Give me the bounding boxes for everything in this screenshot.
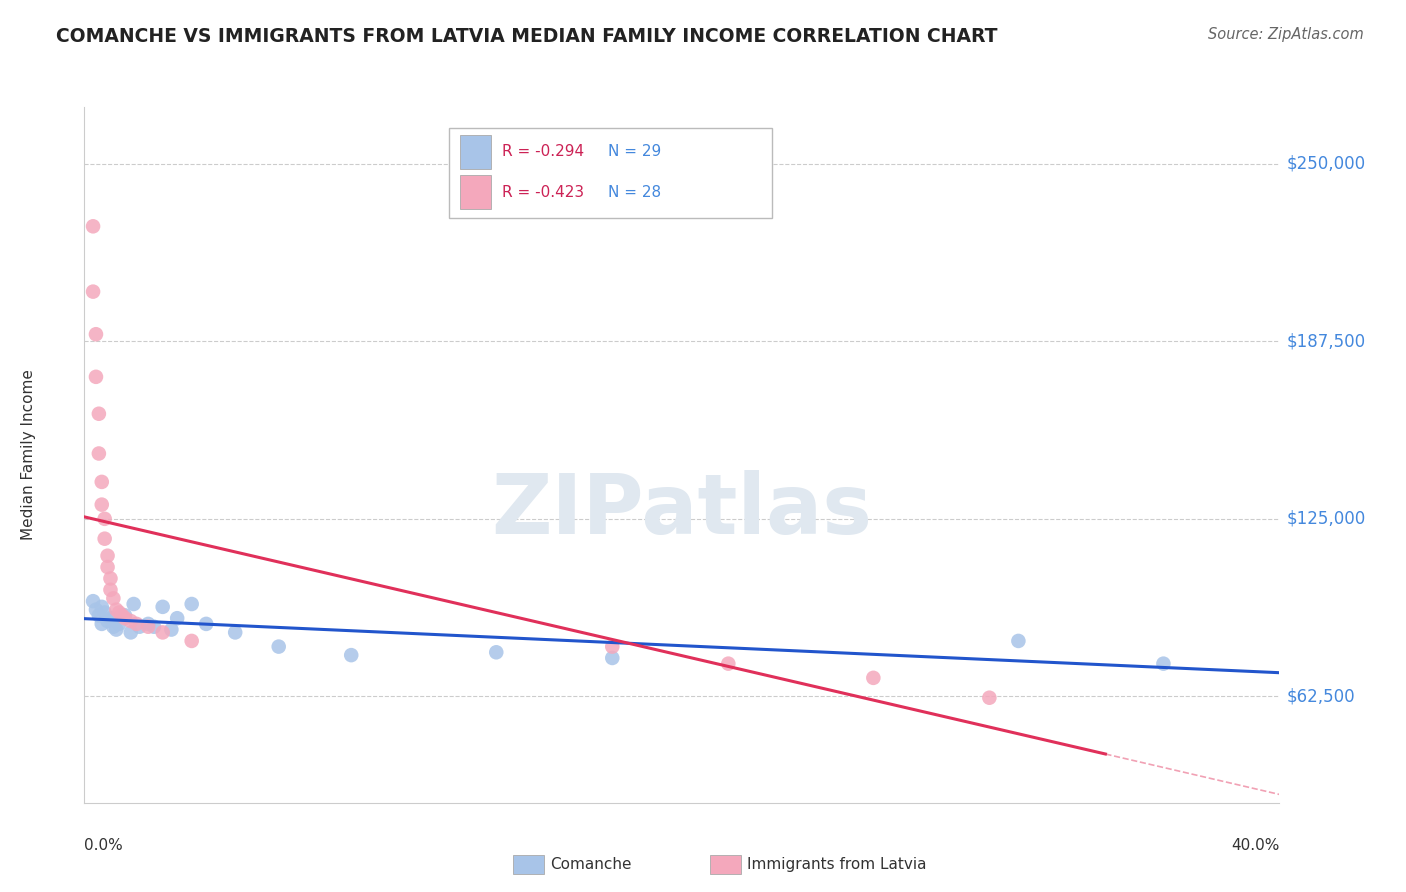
Point [90, 498, 112, 512]
Point [82, 219, 104, 234]
Text: 0.0%: 0.0% [84, 838, 124, 854]
Point [114, 611, 136, 625]
Point [100, 582, 122, 597]
Point [340, 648, 363, 662]
Point [90, 599, 112, 614]
Point [105, 623, 128, 637]
Point [114, 608, 136, 623]
Text: $187,500: $187,500 [1286, 333, 1365, 351]
Point [224, 625, 246, 640]
Point [108, 606, 131, 620]
Point [143, 620, 166, 634]
Text: Median Family Income: Median Family Income [21, 369, 35, 541]
Point [136, 616, 159, 631]
Point [600, 640, 623, 654]
Text: R = -0.423: R = -0.423 [502, 185, 585, 200]
Text: ZIPatlas: ZIPatlas [492, 470, 872, 551]
Text: Immigrants from Latvia: Immigrants from Latvia [747, 857, 927, 871]
Text: Comanche: Comanche [550, 857, 631, 871]
Point [166, 611, 188, 625]
Point [195, 616, 218, 631]
Point [979, 690, 1001, 705]
Point [82, 594, 104, 608]
Point [180, 597, 202, 611]
Point [125, 616, 148, 631]
Point [103, 620, 125, 634]
Text: $125,000: $125,000 [1286, 510, 1365, 528]
Text: N = 29: N = 29 [607, 145, 661, 159]
Point [122, 597, 145, 611]
Point [90, 616, 112, 631]
Point [600, 651, 623, 665]
Point [97, 560, 120, 574]
Point [84, 327, 107, 342]
Text: 40.0%: 40.0% [1232, 838, 1279, 854]
Point [87, 608, 110, 623]
Point [267, 640, 290, 654]
Point [136, 620, 159, 634]
Point [97, 614, 120, 628]
Text: N = 28: N = 28 [607, 185, 661, 200]
Point [93, 512, 115, 526]
Point [87, 446, 110, 460]
Point [862, 671, 884, 685]
Point [1007, 634, 1029, 648]
Point [120, 614, 142, 628]
Point [100, 571, 122, 585]
Point [105, 603, 128, 617]
Point [128, 620, 150, 634]
Text: R = -0.294: R = -0.294 [502, 145, 585, 159]
Point [1152, 657, 1174, 671]
Text: $250,000: $250,000 [1286, 155, 1365, 173]
Point [84, 369, 107, 384]
Point [93, 606, 115, 620]
Point [82, 285, 104, 299]
Point [97, 549, 120, 563]
Point [90, 475, 112, 489]
Point [717, 657, 740, 671]
Point [84, 603, 107, 617]
Point [152, 625, 174, 640]
Point [93, 532, 115, 546]
Text: $62,500: $62,500 [1286, 688, 1355, 706]
Point [111, 608, 134, 623]
Text: COMANCHE VS IMMIGRANTS FROM LATVIA MEDIAN FAMILY INCOME CORRELATION CHART: COMANCHE VS IMMIGRANTS FROM LATVIA MEDIA… [56, 27, 998, 45]
Point [152, 599, 174, 614]
Point [87, 407, 110, 421]
Point [120, 625, 142, 640]
Point [103, 591, 125, 606]
Point [160, 623, 183, 637]
Point [485, 645, 508, 659]
Point [100, 611, 122, 625]
Point [108, 616, 131, 631]
Point [180, 634, 202, 648]
Text: Source: ZipAtlas.com: Source: ZipAtlas.com [1208, 27, 1364, 42]
